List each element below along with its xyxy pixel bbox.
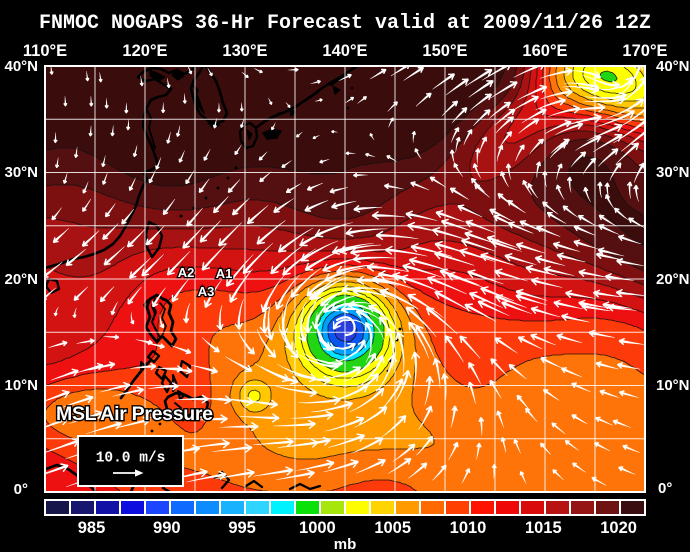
svg-text:A2: A2	[178, 265, 195, 280]
svg-text:30°N: 30°N	[656, 164, 690, 181]
svg-text:A3: A3	[198, 284, 215, 299]
svg-text:20°N: 20°N	[656, 271, 690, 288]
svg-text:1015: 1015	[525, 519, 562, 537]
svg-text:40°N: 40°N	[4, 58, 38, 75]
svg-text:mb: mb	[334, 536, 357, 552]
svg-text:1010: 1010	[450, 519, 487, 537]
svg-text:10.0 m/s: 10.0 m/s	[96, 451, 166, 467]
svg-text:120°E: 120°E	[122, 42, 167, 60]
svg-text:0°: 0°	[658, 480, 672, 497]
svg-text:0°: 0°	[14, 481, 28, 498]
svg-text:150°E: 150°E	[422, 42, 467, 60]
svg-text:40°N: 40°N	[656, 58, 690, 75]
svg-text:1000: 1000	[299, 519, 336, 537]
svg-text:A1: A1	[216, 266, 233, 281]
svg-text:MSL Air Pressure: MSL Air Pressure	[56, 403, 213, 425]
svg-text:10°N: 10°N	[656, 377, 690, 394]
svg-text:20°N: 20°N	[4, 271, 38, 288]
svg-text:170°E: 170°E	[622, 42, 667, 60]
svg-text:985: 985	[78, 519, 106, 537]
svg-text:30°N: 30°N	[4, 164, 38, 181]
svg-text:1005: 1005	[374, 519, 411, 537]
svg-text:FNMOC NOGAPS 36-Hr Forecast va: FNMOC NOGAPS 36-Hr Forecast valid at 200…	[39, 12, 651, 35]
svg-text:140°E: 140°E	[322, 42, 367, 60]
svg-text:1020: 1020	[600, 519, 637, 537]
svg-text:990: 990	[153, 519, 181, 537]
svg-text:995: 995	[228, 519, 256, 537]
svg-text:160°E: 160°E	[522, 42, 567, 60]
svg-text:130°E: 130°E	[222, 42, 267, 60]
svg-text:10°N: 10°N	[4, 377, 38, 394]
svg-text:110°E: 110°E	[23, 42, 67, 60]
